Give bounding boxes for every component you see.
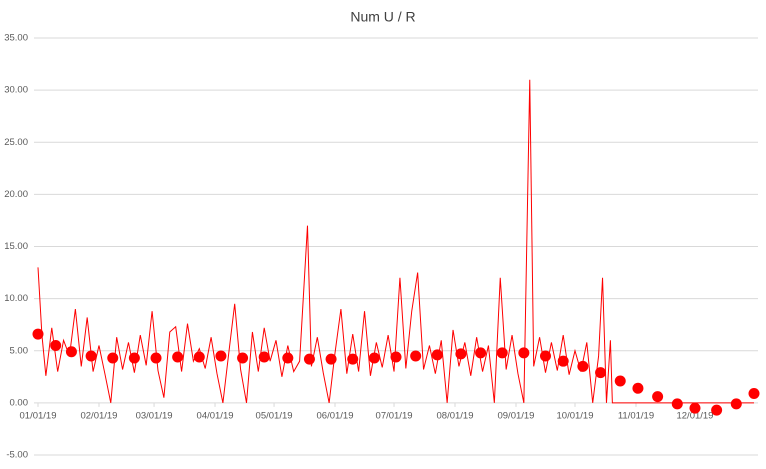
x-tick-label: 06/01/19 bbox=[317, 410, 354, 421]
marker bbox=[711, 404, 723, 416]
marker bbox=[50, 340, 62, 352]
x-tick-label: 04/01/19 bbox=[197, 410, 234, 421]
marker bbox=[282, 352, 294, 364]
marker bbox=[614, 375, 626, 387]
x-tick-label: 02/01/19 bbox=[80, 410, 117, 421]
marker bbox=[150, 352, 162, 364]
x-tick-label: 12/01/19 bbox=[676, 410, 713, 421]
y-tick-label: 35.00 bbox=[4, 33, 28, 44]
marker bbox=[347, 353, 359, 365]
marker bbox=[325, 353, 337, 365]
marker bbox=[410, 350, 422, 362]
marker bbox=[632, 382, 644, 394]
marker bbox=[557, 355, 569, 367]
x-tick-label: 05/01/19 bbox=[256, 410, 293, 421]
y-tick-label: 5.00 bbox=[10, 345, 29, 356]
marker bbox=[172, 351, 184, 363]
marker bbox=[85, 350, 97, 362]
marker bbox=[390, 351, 402, 363]
marker bbox=[730, 398, 742, 410]
marker bbox=[237, 352, 249, 364]
x-tick-label: 03/01/19 bbox=[136, 410, 173, 421]
marker bbox=[303, 353, 315, 365]
marker bbox=[431, 349, 443, 361]
marker bbox=[215, 350, 227, 362]
marker bbox=[577, 360, 589, 372]
marker bbox=[32, 328, 44, 340]
x-tick-label: 09/01/19 bbox=[497, 410, 534, 421]
marker bbox=[518, 347, 530, 359]
marker bbox=[107, 352, 119, 364]
marker bbox=[128, 352, 140, 364]
y-tick-label: 10.00 bbox=[4, 293, 28, 304]
marker bbox=[258, 351, 270, 363]
marker bbox=[539, 350, 551, 362]
y-tick-label: 0.00 bbox=[10, 397, 29, 408]
marker bbox=[475, 347, 487, 359]
y-tick-label: 30.00 bbox=[4, 85, 28, 96]
x-tick-label: 01/01/19 bbox=[20, 410, 57, 421]
x-tick-label: 07/01/19 bbox=[376, 410, 413, 421]
marker bbox=[671, 398, 683, 410]
y-tick-label: 20.00 bbox=[4, 189, 28, 200]
chart-title: Num U / R bbox=[350, 9, 415, 25]
marker bbox=[368, 352, 380, 364]
marker bbox=[689, 402, 701, 414]
x-tick-label: 08/01/19 bbox=[437, 410, 474, 421]
marker bbox=[193, 351, 205, 363]
data-line bbox=[37, 79, 754, 404]
marker bbox=[595, 367, 607, 379]
marker bbox=[455, 348, 467, 360]
y-tick-label: 25.00 bbox=[4, 137, 28, 148]
x-tick-label: 11/01/19 bbox=[618, 410, 654, 421]
y-tick-label: 15.00 bbox=[4, 241, 28, 252]
marker bbox=[65, 346, 77, 358]
y-tick-label: -5.00 bbox=[6, 450, 28, 461]
marker bbox=[748, 387, 760, 399]
marker bbox=[496, 347, 508, 359]
marker bbox=[652, 391, 664, 403]
x-tick-label: 10/01/19 bbox=[557, 410, 594, 421]
